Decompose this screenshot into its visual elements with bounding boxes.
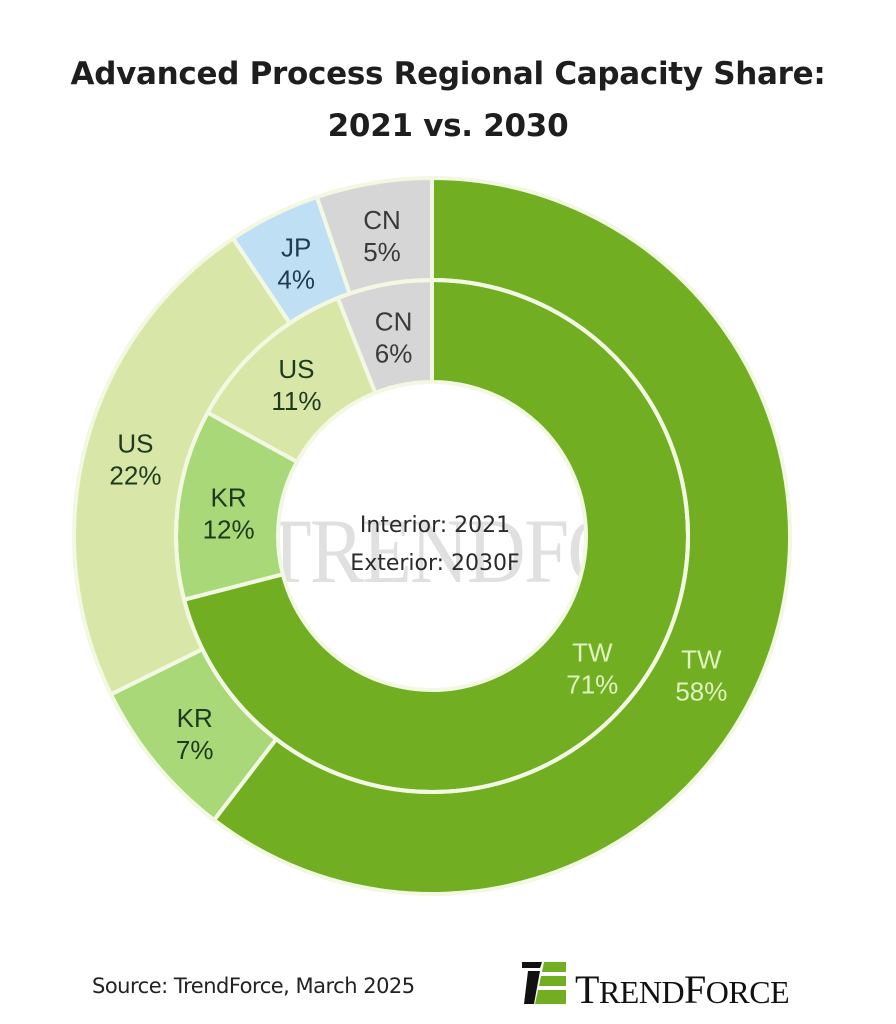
segment-label-exterior-cn: CN5% <box>363 205 401 267</box>
segment-value-label: 22% <box>109 461 161 491</box>
segment-value-label: 58% <box>675 677 727 707</box>
segment-category-label: CN <box>363 205 401 235</box>
segment-category-label: TW <box>572 637 613 667</box>
segment-category-label: US <box>117 429 153 459</box>
segment-value-label: 5% <box>363 237 401 267</box>
segment-category-label: KR <box>211 482 247 512</box>
segment-value-label: 7% <box>176 735 214 765</box>
center-label-line2: Exterior: 2030F <box>350 551 519 576</box>
segment-value-label: 4% <box>277 265 315 295</box>
segment-value-label: 71% <box>566 669 618 699</box>
chart-title: Advanced Process Regional Capacity Share… <box>0 48 896 152</box>
trendforce-logo-icon <box>522 962 566 1004</box>
segment-value-label: 12% <box>203 514 255 544</box>
rings <box>72 176 792 896</box>
segment-category-label: TW <box>681 645 722 675</box>
segment-value-label: 11% <box>271 386 321 416</box>
segment-value-label: 6% <box>375 339 413 369</box>
segment-category-label: JP <box>281 233 311 263</box>
brand-orce: ORCE <box>705 974 790 1010</box>
segment-category-label: US <box>278 354 314 384</box>
footer: Source: TrendForce, March 2025 TRENDFORC… <box>0 960 896 1013</box>
segment-labels: TW71%KR12%US11%CN6%TW58%KR7%US22%JP4%CN5… <box>109 205 727 765</box>
segment-label-exterior-kr: KR7% <box>176 703 214 765</box>
chart-title-line2: 2021 vs. 2030 <box>327 108 569 144</box>
brand-letter-f: F <box>684 967 706 1012</box>
brand-letter-t: T <box>575 967 599 1012</box>
chart-title-line1: Advanced Process Regional Capacity Share… <box>70 56 826 92</box>
center-label: Interior: 2021 Exterior: 2030F <box>350 513 519 576</box>
segment-label-interior-cn: CN6% <box>375 307 413 369</box>
source-note: Source: TrendForce, March 2025 <box>92 974 415 998</box>
segment-category-label: CN <box>375 307 413 337</box>
center-label-line1: Interior: 2021 <box>360 513 510 538</box>
trendforce-brand: TRENDFORCE <box>575 966 790 1013</box>
segment-label-exterior-jp: JP4% <box>277 233 315 295</box>
brand-rend: REND <box>598 974 685 1010</box>
segment-category-label: KR <box>177 703 213 733</box>
ring-separator <box>174 278 690 794</box>
